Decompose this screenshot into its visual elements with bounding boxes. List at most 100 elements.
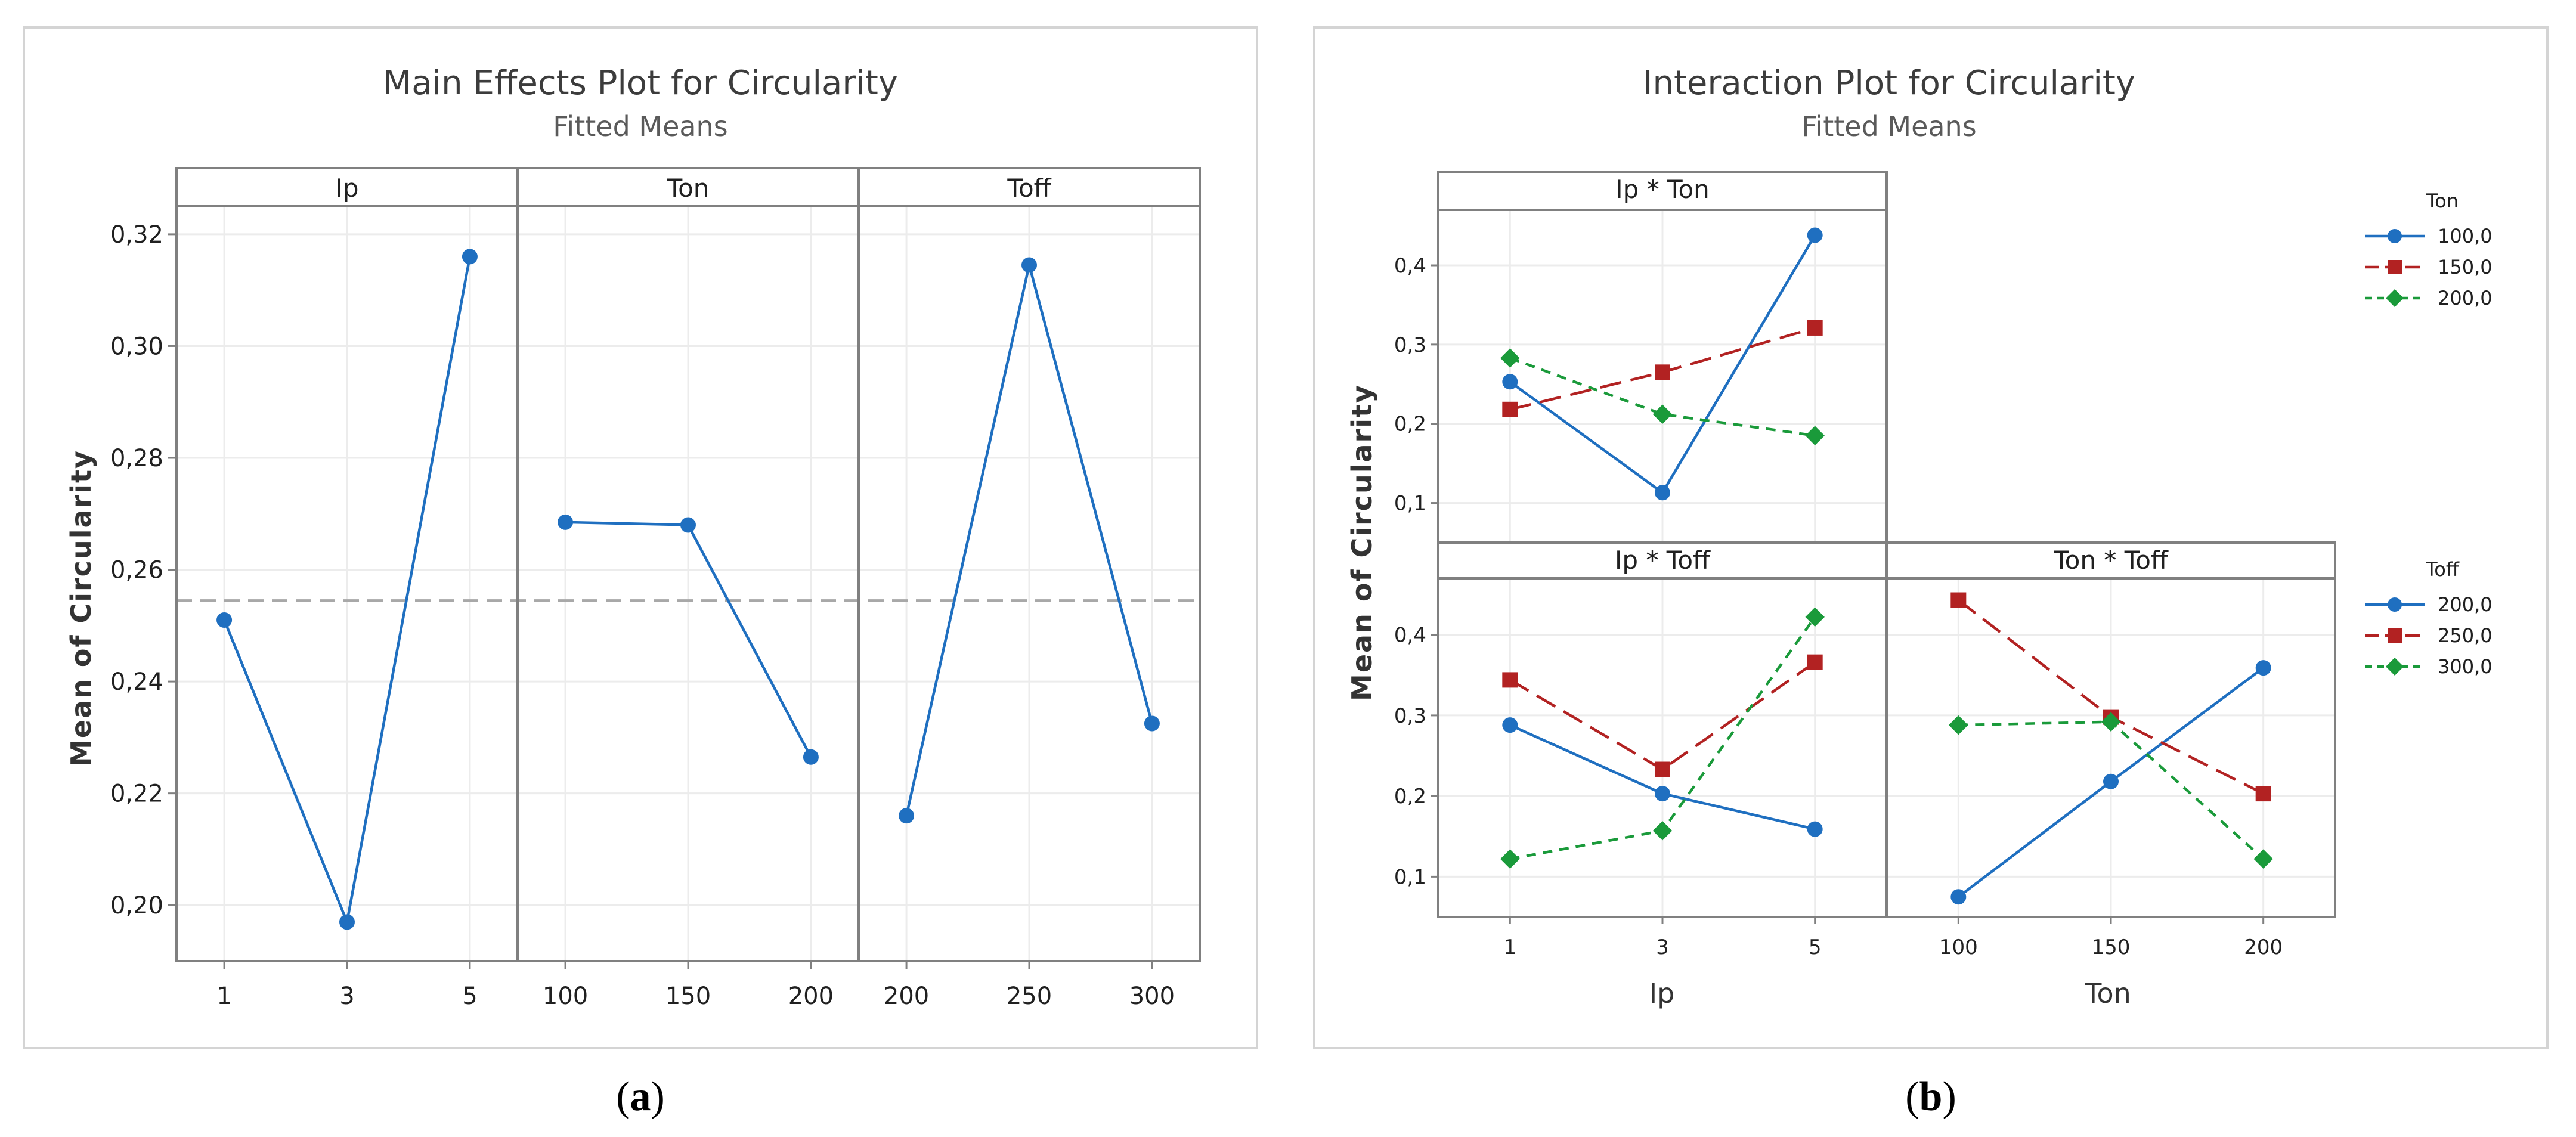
chart-a-ylabel: Mean of Circularity (65, 450, 97, 767)
y-tick-label: 0,2 (1394, 413, 1426, 436)
series-line-ip-ton-3 (1509, 357, 1815, 437)
data-point (1950, 889, 1967, 905)
y-tick-label: 0,1 (1394, 865, 1426, 889)
x-tick-label: 5 (1809, 935, 1822, 959)
data-point (1502, 717, 1518, 733)
caption-b-close: ) (1942, 1074, 1956, 1120)
data-point (1950, 592, 1967, 608)
data-point (339, 914, 355, 930)
legend-marker (2388, 260, 2402, 274)
data-point (1655, 485, 1670, 501)
strip-ip-toff (1437, 541, 1888, 580)
data-point (803, 749, 819, 765)
caption-a-letter: a (630, 1074, 651, 1120)
y-tick-label: 0,20 (110, 892, 163, 919)
data-point (1655, 364, 1670, 380)
data-point (1500, 348, 1520, 368)
data-point (2255, 660, 2271, 676)
chart-a-subtitle: Fitted Means (553, 110, 727, 142)
x-tick-label: 150 (2092, 935, 2131, 959)
data-point (1502, 374, 1518, 390)
data-point (1807, 821, 1823, 837)
y-tick-label: 0,26 (110, 557, 163, 584)
strip-label-ip: Ip (335, 174, 358, 203)
legend-title-ton: Ton (2426, 190, 2459, 212)
strip-label-ton: Ton (667, 174, 710, 203)
strip-label-ip-ton: Ip * Ton (1615, 175, 1710, 204)
data-point (1652, 404, 1673, 425)
legend-title-toff: Toff (2425, 558, 2460, 581)
data-point (1807, 320, 1823, 336)
y-tick-label: 0,2 (1394, 785, 1426, 808)
chart-b-subtitle: Fitted Means (1801, 110, 1976, 142)
y-tick-label: 0,4 (1394, 254, 1426, 278)
caption-a: (a) (616, 1074, 665, 1120)
plot-frame (175, 167, 1201, 962)
data-point (558, 514, 574, 530)
caption-a-close: ) (651, 1074, 665, 1120)
data-point (2101, 712, 2121, 732)
x-tick-label: 200 (884, 983, 929, 1010)
x-tick-label: 1 (1503, 935, 1516, 959)
data-point (1655, 786, 1670, 802)
y-tick-label: 0,30 (110, 333, 163, 360)
x-tick-label: 200 (788, 983, 834, 1010)
y-tick-label: 0,4 (1394, 624, 1426, 647)
x-tick-label: 100 (543, 983, 588, 1010)
strip-label-ip-toff: Ip * Toff (1615, 546, 1711, 575)
legend-entry: 150,0 (2438, 256, 2493, 278)
x-tick-label: 150 (665, 983, 711, 1010)
x-tick-label: 1 (216, 983, 231, 1010)
data-point (1655, 761, 1670, 777)
x-tick-label: 100 (1939, 935, 1978, 959)
data-point (899, 808, 915, 824)
data-point (2255, 786, 2271, 802)
legend-marker (2386, 289, 2404, 307)
data-point (1652, 821, 1673, 841)
legend-marker (2388, 628, 2402, 643)
legend-entry: 300,0 (2438, 655, 2493, 678)
caption-b-letter: b (1919, 1074, 1943, 1120)
x-tick-label: 300 (1129, 983, 1175, 1010)
x-tick-label: 250 (1007, 983, 1052, 1010)
data-point (1144, 715, 1160, 732)
chart-a-title: Main Effects Plot for Circularity (383, 64, 898, 103)
legend-marker (2386, 658, 2404, 676)
chart-b-title: Interaction Plot for Circularity (1643, 64, 2135, 103)
legend-entry: 200,0 (2438, 287, 2493, 309)
chart-b-ylabel: Mean of Circularity (1346, 384, 1378, 701)
data-point (1502, 401, 1518, 417)
chart-b-xlabel-ton: Ton (2084, 977, 2131, 1009)
x-tick-label: 3 (1656, 935, 1669, 959)
chart-b-xlabel-ip: Ip (1649, 977, 1675, 1009)
legend-marker (2388, 597, 2402, 612)
y-tick-label: 0,24 (110, 668, 163, 696)
data-point (1807, 227, 1823, 243)
caption-a-open: ( (616, 1074, 630, 1120)
data-point (680, 517, 696, 533)
legend-marker (2388, 229, 2402, 243)
x-tick-label: 5 (462, 983, 477, 1010)
data-point (462, 249, 478, 265)
main-effects-plot: Ip 1 3 5 Ton 100 150 200 Toff 200 250 300 0,20 0,22 0,… (110, 167, 1201, 1010)
caption-b-open: ( (1905, 1074, 1919, 1120)
interaction-plot: Ip * Ton 0,1 0,2 0,3 0,4 Ip * Toff 0,1 0,2 0,3 0,… (1394, 171, 2493, 959)
data-point (2103, 773, 2119, 789)
data-point (1805, 426, 1825, 445)
strip-label-ton-toff: Ton * Toff (2053, 546, 2169, 575)
strip-label-toff: Toff (1007, 174, 1051, 203)
legend-entry: 100,0 (2438, 225, 2493, 247)
legend-entry: 200,0 (2438, 593, 2493, 616)
data-point (1949, 715, 1968, 735)
x-tick-label: 3 (339, 983, 354, 1010)
y-tick-label: 0,28 (110, 445, 163, 472)
y-tick-label: 0,32 (110, 221, 163, 249)
y-tick-label: 0,1 (1394, 492, 1426, 516)
data-point (1807, 654, 1823, 670)
data-point (1021, 257, 1037, 273)
data-point (216, 612, 233, 628)
y-tick-label: 0,3 (1394, 704, 1426, 728)
x-tick-label: 200 (2244, 935, 2283, 959)
y-tick-label: 0,22 (110, 780, 163, 808)
